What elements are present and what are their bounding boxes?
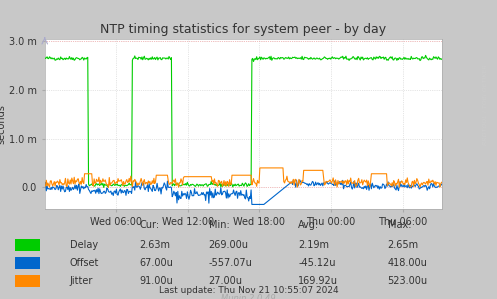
Text: Offset: Offset [70,258,99,268]
Text: Last update: Thu Nov 21 10:55:07 2024: Last update: Thu Nov 21 10:55:07 2024 [159,286,338,295]
Text: Jitter: Jitter [70,276,93,286]
Text: 67.00u: 67.00u [139,258,173,268]
Text: Delay: Delay [70,240,98,250]
Text: Cur:: Cur: [139,220,159,231]
Text: 523.00u: 523.00u [388,276,428,286]
Bar [15,275,40,287]
Text: 2.65m: 2.65m [388,240,419,250]
Text: 418.00u: 418.00u [388,258,427,268]
Text: RRDTOOL / TOBI OETIKER: RRDTOOL / TOBI OETIKER [482,64,487,145]
Y-axis label: seconds: seconds [0,104,6,144]
Text: -557.07u: -557.07u [209,258,252,268]
Text: Max:: Max: [388,220,411,231]
Bar [15,257,40,269]
Text: 269.00u: 269.00u [209,240,248,250]
Text: 2.63m: 2.63m [139,240,170,250]
Title: NTP timing statistics for system peer - by day: NTP timing statistics for system peer - … [100,23,387,36]
Text: 27.00u: 27.00u [209,276,243,286]
Text: -45.12u: -45.12u [298,258,335,268]
Text: Min:: Min: [209,220,230,231]
Text: Munin 2.0.49: Munin 2.0.49 [221,295,276,299]
Text: 91.00u: 91.00u [139,276,173,286]
Bar [15,239,40,251]
Text: Avg:: Avg: [298,220,320,231]
Text: 169.92u: 169.92u [298,276,338,286]
Text: 2.19m: 2.19m [298,240,329,250]
